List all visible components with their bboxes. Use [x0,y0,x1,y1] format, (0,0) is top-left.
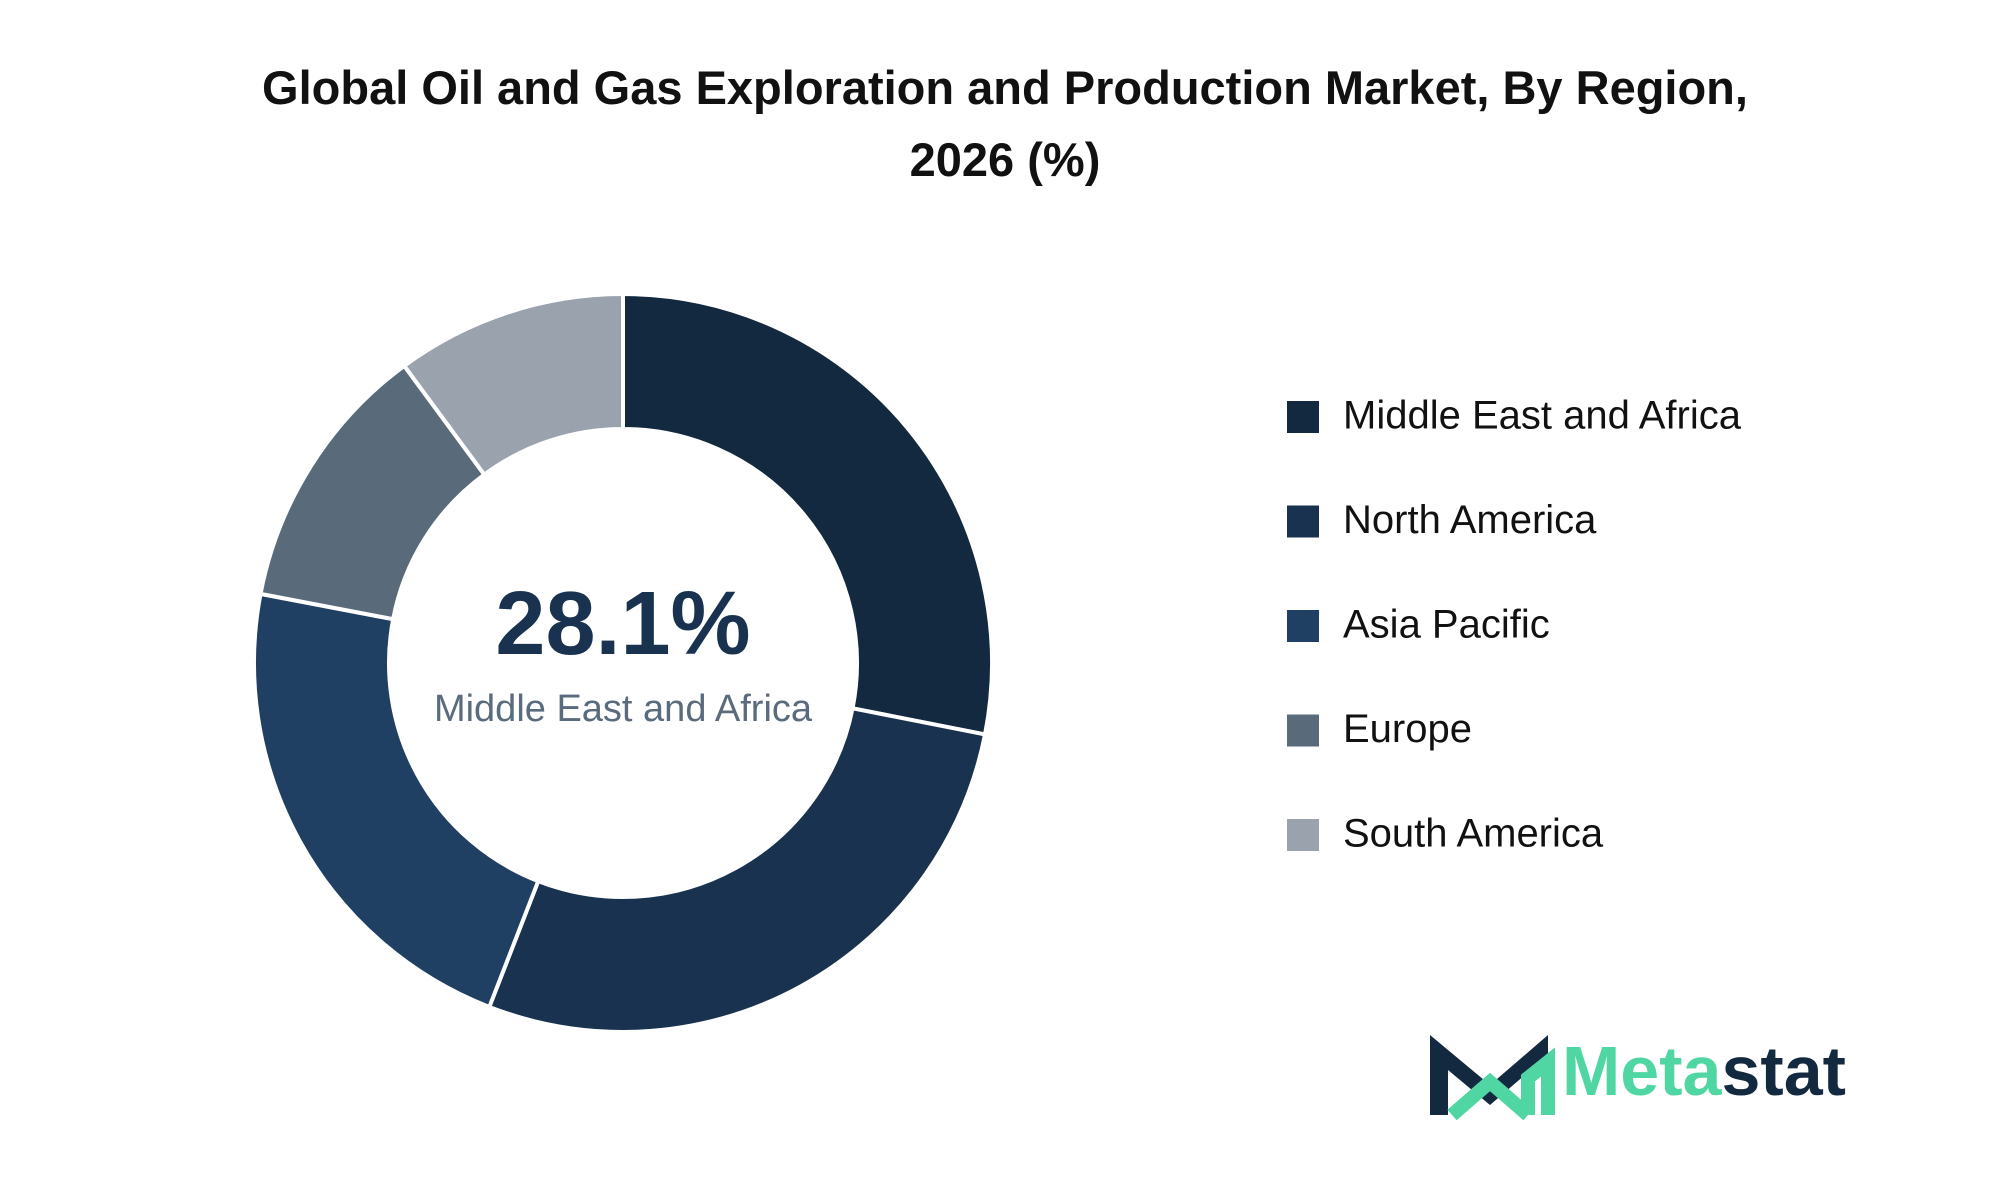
legend-swatch [1287,505,1319,538]
legend-label: South America [1343,812,1604,856]
center-value: 28.1% [495,574,750,674]
donut-segment [401,291,625,478]
logo-text-2: stat [1721,1032,1845,1110]
legend-swatch [1287,401,1319,433]
legend-swatch [1287,714,1319,747]
legend-swatch [1287,610,1319,642]
donut-segment [252,591,541,1010]
center-label: Middle East and Africa [434,688,813,730]
logo-text-1: Meta [1562,1032,1723,1110]
legend-label: Middle East and Africa [1343,394,1742,438]
logo: Metastat [1430,1032,1846,1121]
legend-label: Europe [1343,707,1472,751]
donut-segment [621,291,994,737]
legend-label: North America [1343,498,1597,542]
legend-swatch [1287,819,1319,851]
chart-title: Global Oil and Gas Exploration and Produ… [262,61,1748,186]
legend-label: Asia Pacific [1343,603,1550,647]
donut-segment [486,705,988,1034]
logo-text: Metastat [1562,1032,1846,1110]
logo-mark-accent [1447,1047,1555,1121]
